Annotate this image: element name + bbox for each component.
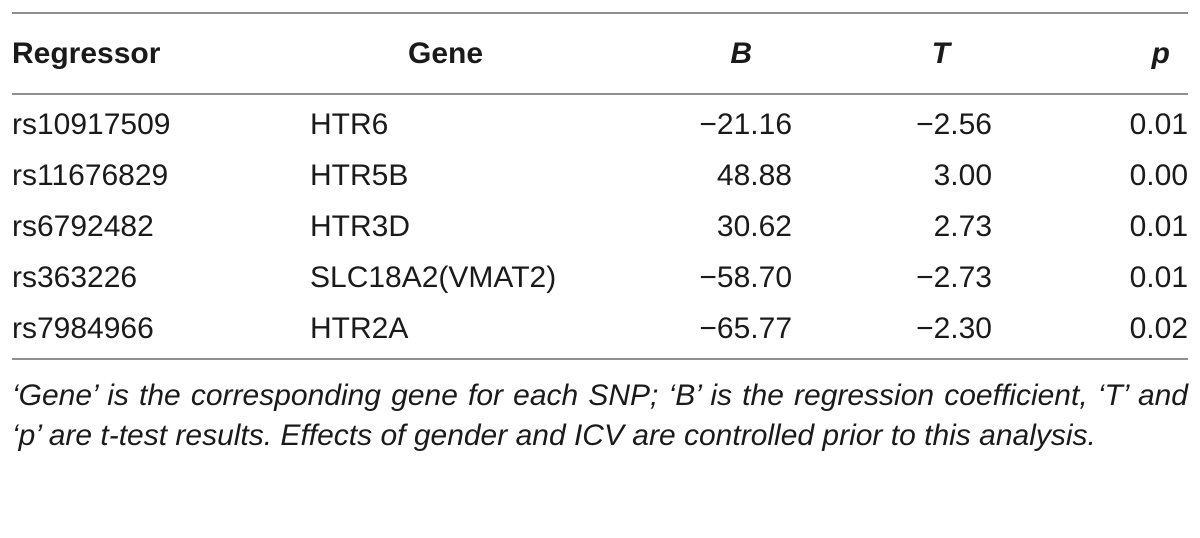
header-p: p (1151, 36, 1170, 70)
cell-gene: HTR2A (310, 311, 409, 345)
cell-b: 48.88 (716, 158, 792, 192)
cell-t: −2.56 (916, 107, 992, 141)
results-table-body: rs10917509 HTR6 −21.16 −2.56 0.01 rs1167… (12, 95, 1188, 358)
cell-p: 0.00 (1129, 158, 1188, 192)
cell-regressor: rs11676829 (12, 158, 169, 192)
cell-p: 0.02 (1129, 311, 1188, 345)
bottom-rule (12, 358, 1188, 360)
table-row: rs363226 SLC18A2(VMAT2) −58.70 −2.73 0.0… (12, 252, 1188, 303)
cell-gene: HTR5B (310, 158, 409, 192)
table-row: rs11676829 HTR5B 48.88 3.00 0.00 (12, 150, 1188, 201)
cell-p: 0.01 (1129, 107, 1188, 141)
header-rule (12, 93, 1188, 95)
cell-t: 3.00 (933, 158, 992, 192)
cell-regressor: rs6792482 (12, 209, 154, 243)
cell-regressor: rs10917509 (12, 107, 171, 141)
top-rule (12, 12, 1188, 14)
cell-t: −2.30 (916, 311, 992, 345)
cell-p: 0.01 (1129, 260, 1188, 294)
cell-b: −21.16 (699, 107, 792, 141)
results-table: Regressor Gene B T p (12, 14, 1188, 93)
cell-regressor: rs7984966 (12, 311, 154, 345)
cell-gene: HTR6 (310, 107, 389, 141)
table-footnote: ‘Gene’ is the corresponding gene for eac… (12, 379, 1188, 452)
results-table-container: Regressor Gene B T p rs10917509 HTR6 −21… (12, 12, 1188, 456)
cell-b: 30.62 (716, 209, 792, 243)
table-row: rs6792482 HTR3D 30.62 2.73 0.01 (12, 201, 1188, 252)
table-row: rs7984966 HTR2A −65.77 −2.30 0.02 (12, 303, 1188, 358)
cell-t: −2.73 (916, 260, 992, 294)
header-gene: Gene (408, 36, 484, 70)
cell-b: −65.77 (699, 311, 792, 345)
header-regressor: Regressor (12, 36, 161, 70)
cell-p: 0.01 (1129, 209, 1188, 243)
cell-gene: HTR3D (310, 209, 411, 243)
header-b: B (730, 36, 752, 70)
cell-b: −58.70 (699, 260, 792, 294)
cell-gene: SLC18A2(VMAT2) (310, 260, 557, 294)
header-t: T (931, 36, 950, 70)
cell-t: 2.73 (933, 209, 992, 243)
cell-regressor: rs363226 (12, 260, 138, 294)
table-row: rs10917509 HTR6 −21.16 −2.56 0.01 (12, 95, 1188, 150)
header-row: Regressor Gene B T p (12, 14, 1188, 93)
